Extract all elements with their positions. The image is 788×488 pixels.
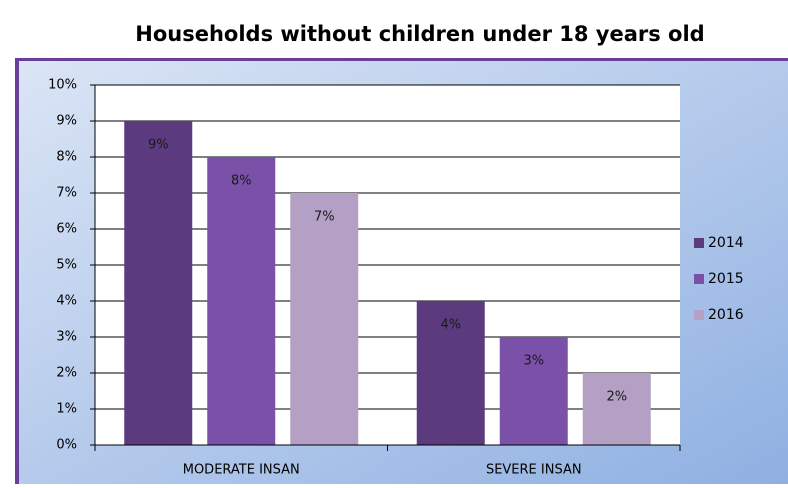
legend-label: 2016 (708, 307, 744, 323)
bar (124, 121, 193, 445)
data-label: 9% (148, 138, 169, 153)
bar (499, 337, 568, 445)
legend-label: 2014 (708, 235, 744, 251)
y-tick-label: 6% (56, 222, 77, 237)
y-tick-label: 2% (56, 366, 77, 381)
chart-title: Households without children under 18 yea… (135, 22, 704, 46)
y-tick-label: 4% (56, 294, 77, 309)
y-tick-label: 10% (48, 78, 77, 93)
data-label: 7% (314, 210, 335, 225)
legend-swatch (694, 274, 704, 284)
x-tick-label: MODERATE INSAN (183, 463, 300, 478)
bar (290, 193, 359, 445)
legend-swatch (694, 238, 704, 248)
legend-label: 2015 (708, 271, 744, 287)
frame-border (15, 58, 788, 61)
y-tick-label: 9% (56, 114, 77, 129)
bar (582, 373, 651, 445)
data-label: 2% (606, 390, 627, 405)
frame-border (15, 58, 19, 484)
y-tick-label: 1% (56, 402, 77, 417)
y-tick-label: 0% (56, 438, 77, 453)
data-label: 4% (440, 318, 461, 333)
y-tick-label: 8% (56, 150, 77, 165)
x-tick-label: SEVERE INSAN (486, 463, 582, 478)
y-tick-label: 3% (56, 330, 77, 345)
y-tick-label: 7% (56, 186, 77, 201)
y-tick-label: 5% (56, 258, 77, 273)
legend-swatch (694, 310, 704, 320)
bar (416, 301, 485, 445)
data-label: 8% (231, 174, 252, 189)
data-label: 3% (523, 354, 544, 369)
bar (207, 157, 276, 445)
